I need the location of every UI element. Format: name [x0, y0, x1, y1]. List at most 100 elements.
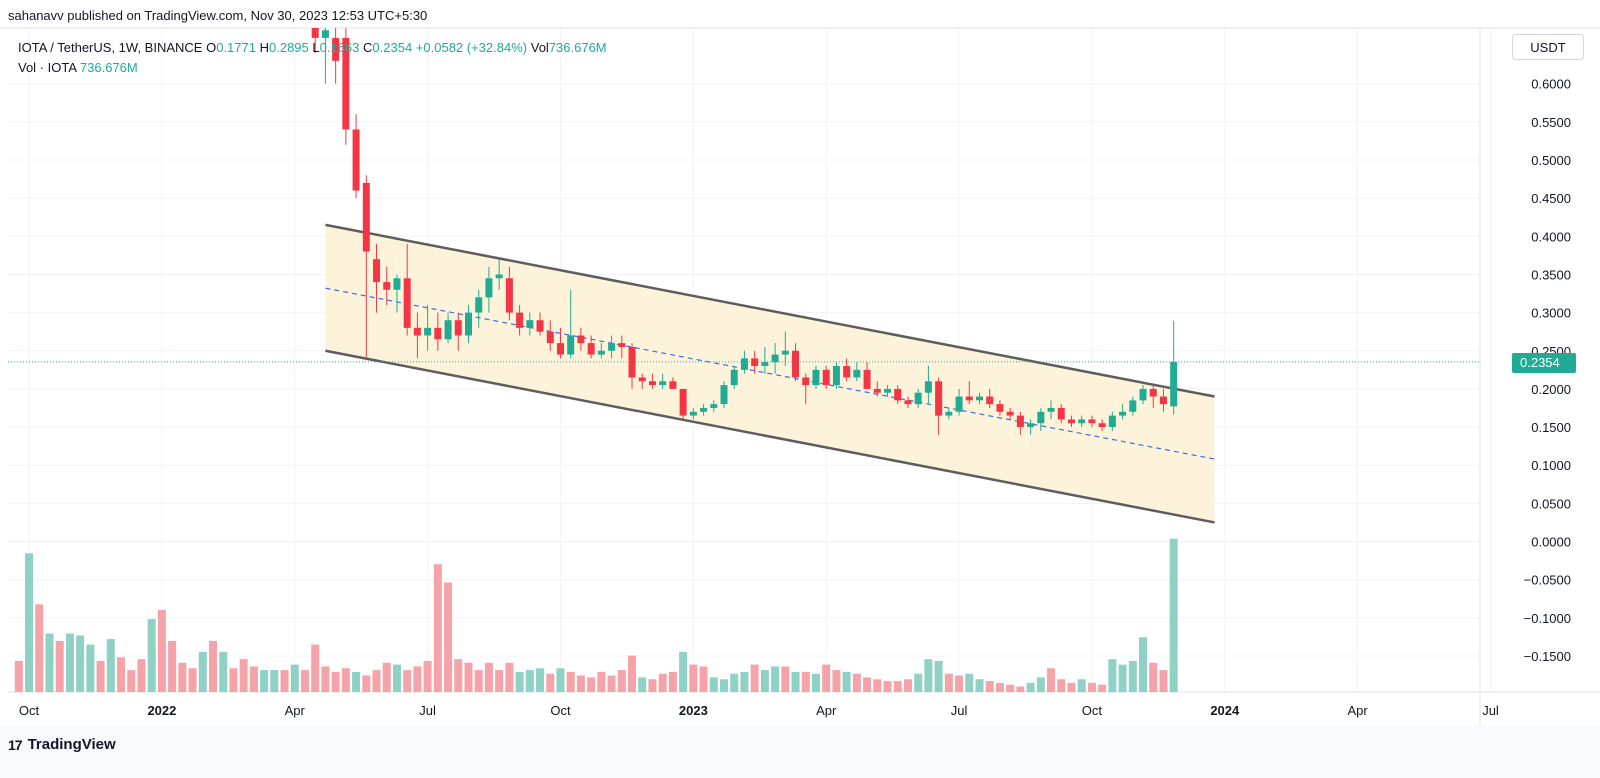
candle-body	[1170, 361, 1178, 407]
candle-body	[792, 350, 800, 378]
volume-bar	[1026, 682, 1035, 692]
candle-body	[424, 327, 432, 336]
volume-bar	[760, 670, 769, 692]
candle-body	[413, 327, 421, 336]
volume-bar	[86, 644, 95, 692]
volume-bar	[811, 673, 820, 692]
time-tick-label: Oct	[550, 703, 571, 718]
volume-bar	[883, 681, 892, 692]
candle-body	[1006, 411, 1014, 416]
candle-body	[730, 369, 738, 386]
candle-body	[403, 278, 411, 328]
candle-body	[771, 354, 779, 363]
candle-body	[495, 274, 503, 279]
price-tick-label: −0.1000	[1524, 611, 1571, 626]
symbol-label[interactable]: IOTA / TetherUS, 1W, BINANCE	[18, 40, 203, 55]
volume-bar	[495, 670, 504, 692]
volume-bar	[341, 668, 350, 692]
volume-bar	[648, 679, 657, 692]
volume-bar	[1087, 682, 1096, 692]
price-tick-label: 0.5500	[1531, 115, 1571, 130]
candle-body	[546, 331, 554, 344]
candle-body	[577, 335, 585, 344]
volume-bar	[679, 651, 688, 692]
volume-bar	[1047, 668, 1056, 692]
time-tick-label: Jul	[1482, 703, 1499, 718]
volume-bar	[1159, 670, 1168, 692]
time-tick-label: 2023	[679, 703, 708, 718]
volume-bar	[893, 681, 902, 692]
volume-bar	[801, 671, 810, 692]
candle-body	[311, 28, 319, 38]
volume-bar	[137, 659, 146, 692]
volume-bar	[1006, 684, 1015, 692]
candle-body	[720, 385, 728, 405]
volume-bar	[505, 662, 514, 692]
volume-bar	[372, 670, 381, 692]
volume-bar	[35, 604, 44, 692]
price-tick-label: −0.0500	[1524, 573, 1571, 588]
candle-body	[935, 381, 943, 416]
volume-bar	[903, 679, 912, 692]
volume-bar	[444, 582, 453, 692]
candle-body	[587, 343, 595, 355]
volume-bar	[975, 679, 984, 692]
price-tick-label: 0.4000	[1531, 229, 1571, 244]
volume-bar	[822, 664, 831, 692]
volume-bar	[55, 640, 64, 692]
volume-bar	[536, 668, 545, 692]
time-tick-label: Jul	[419, 703, 436, 718]
candle-body	[976, 396, 983, 401]
candle-body	[383, 282, 391, 290]
volume-bar	[597, 671, 606, 692]
volume-series-label[interactable]: Vol · IOTA	[18, 60, 77, 75]
volume-bar	[403, 670, 412, 692]
volume-bar	[290, 664, 299, 692]
volume-bar	[96, 660, 105, 692]
volume-bar	[628, 655, 637, 692]
currency-button[interactable]: USDT	[1512, 34, 1584, 60]
price-tick-label: 0.3000	[1531, 306, 1571, 321]
volume-bar	[433, 564, 442, 692]
volume-bar	[771, 666, 780, 692]
price-tick-label: 0.1500	[1531, 420, 1571, 435]
candle-body	[894, 388, 902, 401]
candle-body	[659, 381, 667, 386]
volume-bar	[740, 671, 749, 692]
volume-bar	[995, 682, 1004, 692]
volume-bar	[311, 644, 320, 692]
candle-body	[710, 404, 718, 408]
candle-body	[1149, 388, 1157, 397]
candle-body	[597, 350, 605, 355]
candle-body	[505, 278, 513, 313]
volume-bar	[1118, 664, 1127, 692]
candle-body	[536, 320, 544, 332]
candle-body	[853, 369, 861, 378]
volume-bar	[1016, 686, 1025, 692]
volume-bar	[934, 660, 943, 692]
volume-bar	[117, 657, 126, 692]
volume-bar	[25, 553, 34, 692]
candle-body	[567, 335, 575, 355]
candle-body	[863, 369, 871, 389]
candles-group	[311, 28, 1178, 435]
candle-body	[393, 278, 401, 290]
candle-body	[843, 366, 851, 378]
volume-bar	[985, 681, 994, 692]
price-tick-label: 0.4500	[1531, 191, 1571, 206]
candle-body	[1057, 407, 1065, 420]
volume-bar	[525, 670, 534, 692]
candle-body	[986, 396, 994, 405]
time-tick-label: Oct	[19, 703, 40, 718]
candle-body	[1078, 419, 1086, 424]
candle-body	[781, 350, 789, 355]
high-label: H	[259, 40, 269, 55]
volume-bar	[914, 673, 923, 692]
tradingview-logo[interactable]: 17 TradingView	[8, 736, 116, 753]
volume-bar	[464, 662, 473, 692]
candle-body	[628, 346, 636, 378]
candle-body	[822, 369, 830, 386]
candle-body	[924, 381, 932, 393]
time-tick-label: Apr	[1348, 703, 1369, 718]
